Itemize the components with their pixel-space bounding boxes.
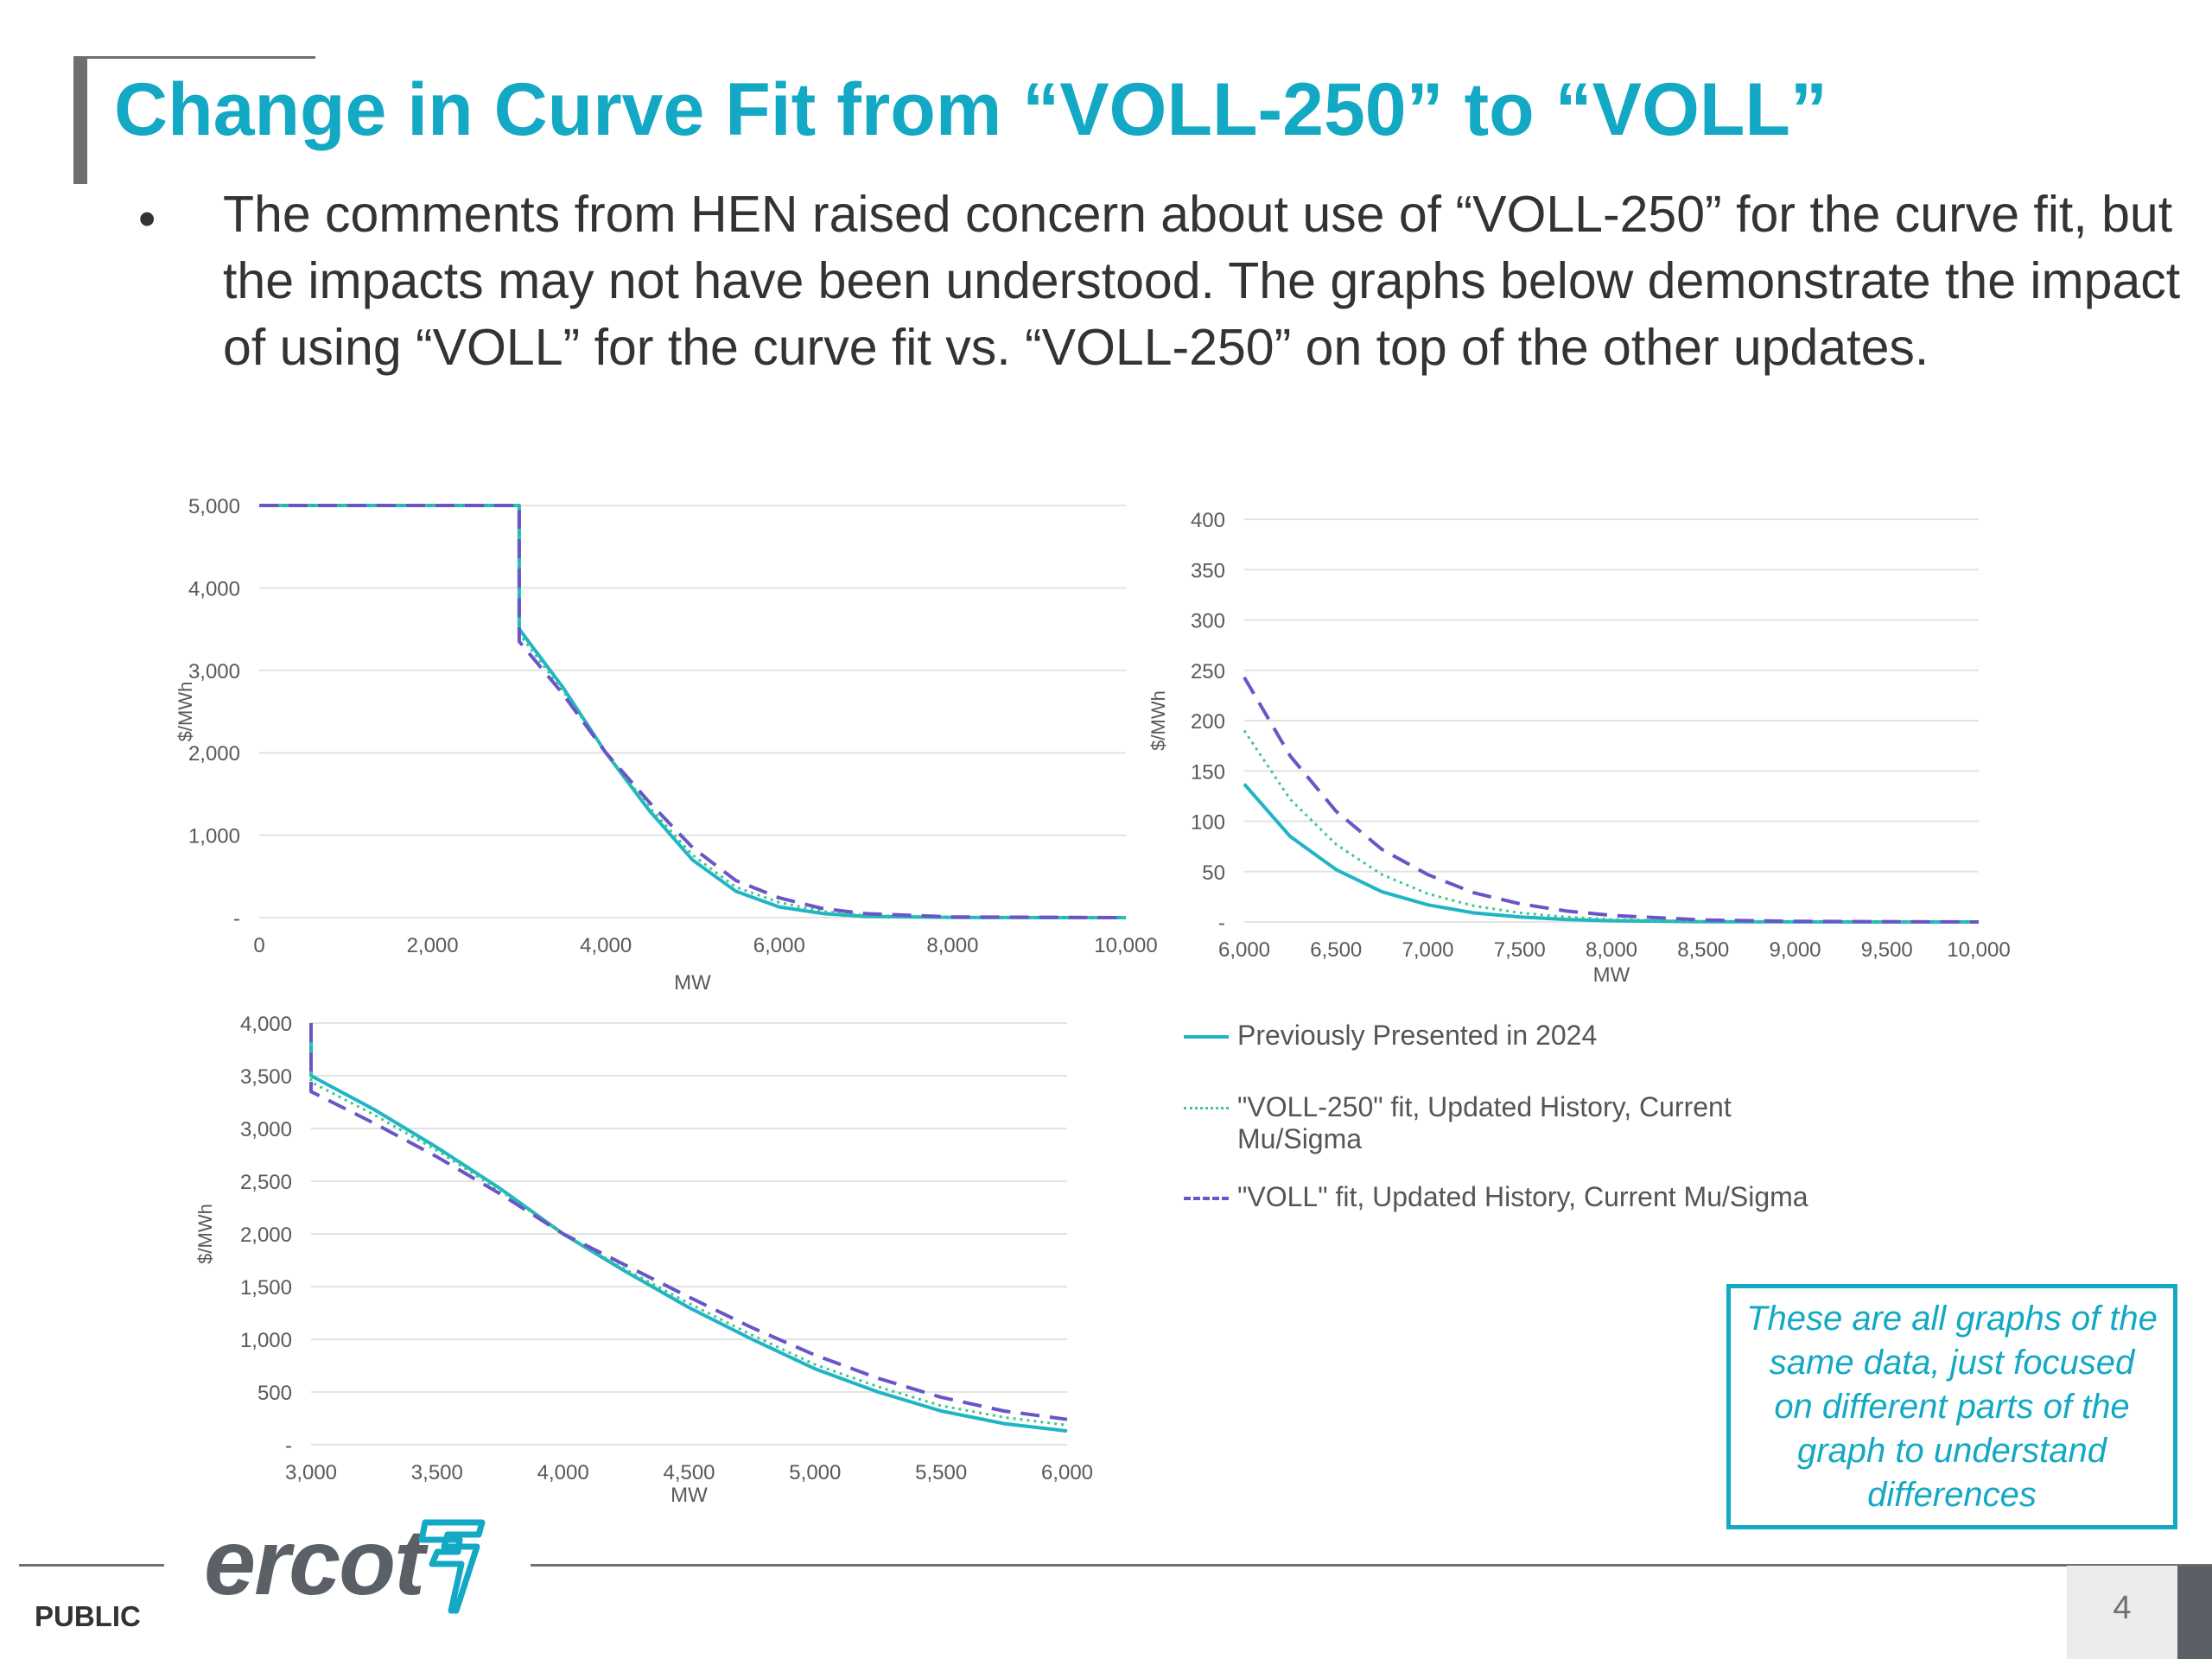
x-tick-label: 10,000 <box>1094 934 1157 957</box>
series-line-previous <box>1243 783 1980 924</box>
x-tick-label: 2,000 <box>407 934 459 957</box>
series-line-voll <box>309 1023 1068 1421</box>
y-tick-label: 3,000 <box>188 660 240 683</box>
x-tick-label: 9,000 <box>1769 938 1821 962</box>
x-tick-label: 5,000 <box>789 1461 841 1484</box>
y-tick-label: 1,000 <box>240 1329 292 1352</box>
y-tick-label: 3,000 <box>240 1118 292 1141</box>
title-accent-bar <box>73 56 87 184</box>
bullet-text: The comments from HEN raised concern abo… <box>223 186 2181 376</box>
series-line-voll <box>259 504 1127 919</box>
y-tick-label: 4,000 <box>240 1013 292 1036</box>
x-tick-label: 5,500 <box>915 1461 967 1484</box>
series-line-previous <box>309 1023 1068 1433</box>
y-tick-label: 2,000 <box>188 742 240 766</box>
y-tick-label: 4,000 <box>188 577 240 601</box>
legend-swatch <box>1184 1107 1229 1109</box>
x-tick-label: 4,000 <box>537 1461 589 1484</box>
legend-swatch <box>1184 1035 1229 1039</box>
page-edge-bar <box>2177 1566 2212 1659</box>
x-tick-label: 3,000 <box>285 1461 337 1484</box>
x-tick-label: 8,500 <box>1677 938 1729 962</box>
footer-divider-left <box>19 1564 164 1567</box>
chart-legend: Previously Presented in 2024 "VOLL-250" f… <box>1182 1020 1839 1239</box>
y-tick-label: 400 <box>1191 509 1225 532</box>
y-tick-label: 200 <box>1191 710 1225 734</box>
series-line-voll250 <box>309 1023 1068 1427</box>
y-tick-label: 150 <box>1191 760 1225 784</box>
y-tick-label: - <box>285 1434 292 1458</box>
y-tick-label: - <box>1218 912 1225 935</box>
y-tick-label: 2,500 <box>240 1171 292 1194</box>
y-tick-label: 2,000 <box>240 1224 292 1247</box>
x-axis-title: MW <box>674 971 711 995</box>
x-tick-label: 6,000 <box>753 934 805 957</box>
x-tick-label: 6,500 <box>1310 938 1362 962</box>
legend-label: "VOLL" fit, Updated History, Current Mu/… <box>1237 1181 1808 1212</box>
series-line-voll250 <box>259 504 1127 919</box>
y-tick-label: 250 <box>1191 660 1225 683</box>
slide-title: Change in Curve Fit from “VOLL-250” to “… <box>114 68 1827 151</box>
x-axis-title: MW <box>1593 963 1630 987</box>
x-axis-title: MW <box>671 1484 708 1507</box>
y-tick-label: 1,500 <box>240 1276 292 1300</box>
y-axis-title: $/MWh <box>194 1204 216 1264</box>
y-tick-label: 5,000 <box>188 495 240 518</box>
y-axis-title: $/MWh <box>175 682 196 742</box>
y-tick-label: 300 <box>1191 610 1225 633</box>
chart-full-range: - 1,000 2,000 3,000 4,000 5,000 0 2,000 4,000 6,0… <box>175 495 1158 995</box>
y-tick-label: 1,000 <box>188 825 240 849</box>
y-tick-label: 350 <box>1191 559 1225 582</box>
legend-label: "VOLL-250" fit, Updated History, Current… <box>1237 1091 1732 1154</box>
callout-note: These are all graphs of the same data, j… <box>1726 1284 2177 1529</box>
legend-swatch <box>1184 1197 1229 1200</box>
x-tick-label: 7,500 <box>1494 938 1546 962</box>
ercot-lightning-icon <box>418 1519 486 1614</box>
x-tick-label: 10,000 <box>1947 938 2010 962</box>
x-tick-label: 4,000 <box>580 934 632 957</box>
footer-divider-right <box>531 1564 2212 1567</box>
x-tick-label: 6,000 <box>1218 938 1270 962</box>
legend-item-previous: Previously Presented in 2024 <box>1182 1020 1839 1052</box>
x-tick-label: 4,500 <box>663 1461 715 1484</box>
y-axis-title: $/MWh <box>1147 690 1169 751</box>
series-line-voll <box>1243 676 1980 924</box>
legend-item-voll: "VOLL" fit, Updated History, Current Mu/… <box>1182 1181 1839 1213</box>
x-tick-label: 7,000 <box>1402 938 1453 962</box>
y-tick-label: 3,500 <box>240 1065 292 1089</box>
x-tick-label: 0 <box>253 934 264 957</box>
x-tick-label: 8,000 <box>926 934 978 957</box>
ercot-logo-text: ercot <box>204 1510 425 1614</box>
y-tick-label: 50 <box>1202 861 1225 885</box>
classification-label: PUBLIC <box>35 1600 141 1632</box>
y-tick-label: 100 <box>1191 811 1225 835</box>
bullet-marker: • <box>138 191 156 247</box>
x-tick-label: 9,500 <box>1861 938 1913 962</box>
series-line-previous <box>259 504 1127 919</box>
legend-item-voll250: "VOLL-250" fit, Updated History, Current… <box>1182 1091 1839 1155</box>
page-number-box <box>2067 1566 2177 1659</box>
x-tick-label: 8,000 <box>1586 938 1637 962</box>
legend-label: Previously Presented in 2024 <box>1237 1020 1598 1051</box>
chart-zoom-3000-6000: - 500 1,000 1,500 2,000 2,500 3,000 3,500 4,000 3… <box>194 1013 1093 1507</box>
chart-zoom-6000-10000: - 50 100 150 200 250 300 350 400 6,000 6,500 7,000 7… <box>1147 509 2011 987</box>
x-tick-label: 3,500 <box>411 1461 463 1484</box>
title-accent-line <box>73 56 315 59</box>
x-tick-label: 6,000 <box>1041 1461 1093 1484</box>
page-number: 4 <box>2113 1590 2132 1626</box>
y-tick-label: 500 <box>257 1382 292 1405</box>
y-tick-label: - <box>233 907 240 931</box>
